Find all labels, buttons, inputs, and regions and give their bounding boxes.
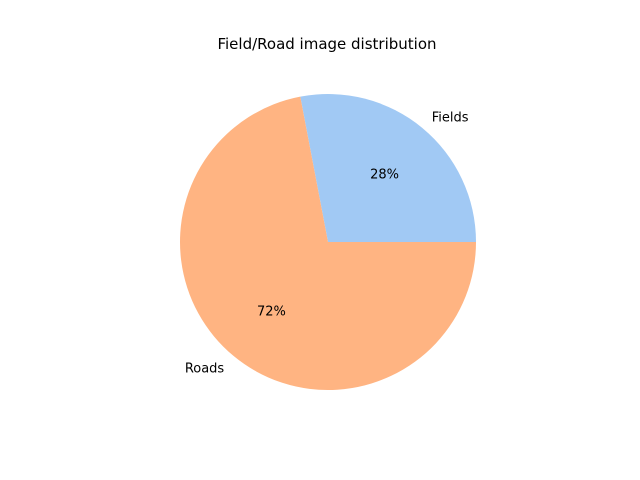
pie-slice-fields	[300, 94, 476, 242]
pie-slice-roads	[180, 96, 476, 390]
pie-slices	[180, 94, 476, 390]
slice-percent-fields: 28%	[370, 168, 399, 183]
slice-label-fields: Fields	[432, 111, 469, 126]
pie-labels: Fields 28% Roads 72%	[185, 111, 469, 377]
slice-percent-roads: 72%	[257, 304, 286, 319]
chart-title: Field/Road image distribution	[217, 35, 436, 53]
slice-label-roads: Roads	[185, 361, 225, 376]
